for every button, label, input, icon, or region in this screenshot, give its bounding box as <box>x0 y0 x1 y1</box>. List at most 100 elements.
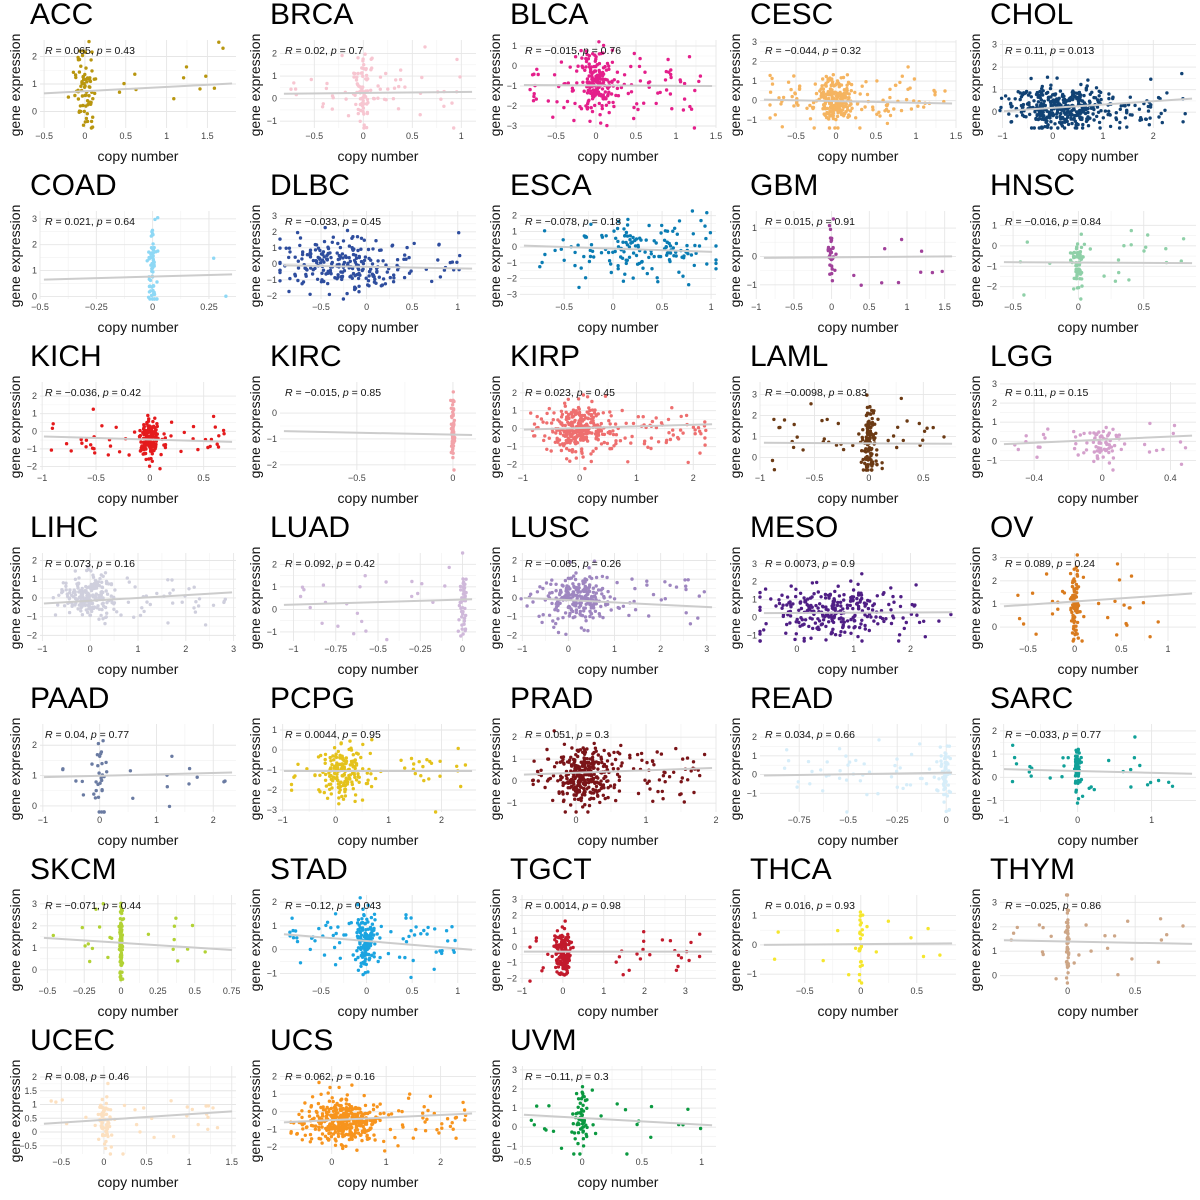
data-point <box>631 421 636 426</box>
data-point <box>1107 431 1111 435</box>
x-axis-label: copy number <box>577 490 659 506</box>
data-point <box>768 103 772 107</box>
data-point <box>1045 109 1049 114</box>
data-point <box>830 236 834 240</box>
data-point <box>839 112 844 117</box>
data-point <box>650 267 654 271</box>
points <box>289 738 468 814</box>
data-point <box>1058 103 1062 107</box>
data-point <box>463 763 468 767</box>
y-tick-label: −3 <box>267 805 277 815</box>
y-tick-label: 1 <box>512 41 517 51</box>
p-value: 0.15 <box>1067 387 1089 399</box>
x-tick-label: 2 <box>183 644 188 654</box>
data-point <box>146 429 150 433</box>
data-point <box>568 441 572 445</box>
data-point <box>543 785 547 790</box>
data-point <box>354 256 359 260</box>
data-point <box>293 255 297 259</box>
data-point <box>593 93 597 97</box>
data-point <box>574 450 578 454</box>
x-tick-label: 0.5 <box>917 473 930 483</box>
data-point <box>150 459 154 463</box>
data-point <box>335 277 339 281</box>
data-point <box>138 449 143 453</box>
facet-title: KIRP <box>510 340 581 373</box>
regression-line <box>763 611 953 615</box>
x-tick-label: 0 <box>1050 131 1055 141</box>
data-point <box>899 595 903 599</box>
data-point <box>86 610 90 615</box>
y-axis-label: gene expression <box>487 204 503 308</box>
data-point <box>332 771 337 776</box>
data-point <box>416 591 420 596</box>
data-point <box>529 592 533 596</box>
data-point <box>357 290 361 294</box>
data-point <box>921 438 925 442</box>
r-value: 0.089 <box>1024 558 1051 570</box>
data-point <box>827 111 831 116</box>
x-tick-label: 0.5 <box>630 131 643 141</box>
data-point <box>439 97 443 101</box>
y-tick-label: 0 <box>992 622 997 632</box>
data-point <box>829 83 833 88</box>
data-point <box>813 621 818 625</box>
data-point <box>943 89 947 93</box>
x-tick-label: −0.5 <box>312 302 330 312</box>
data-point <box>1118 107 1122 112</box>
data-point <box>336 257 340 262</box>
data-point <box>621 240 625 244</box>
data-point <box>293 273 297 277</box>
data-point <box>556 779 560 783</box>
data-point <box>324 272 328 276</box>
data-point <box>537 614 541 618</box>
data-point <box>1161 447 1165 452</box>
data-point <box>630 577 634 581</box>
data-point <box>362 62 366 67</box>
data-point <box>412 762 416 766</box>
data-point <box>1073 609 1078 613</box>
data-point <box>1020 106 1025 110</box>
data-point <box>352 71 356 75</box>
data-point <box>1049 83 1053 87</box>
data-point <box>76 584 80 588</box>
data-point <box>532 422 537 426</box>
data-point <box>576 64 580 68</box>
y-tick-label: 3 <box>272 211 277 221</box>
p-label: p <box>330 45 337 57</box>
data-point <box>586 88 590 93</box>
data-point <box>1073 255 1078 259</box>
regression-line <box>1003 434 1193 446</box>
data-point <box>536 779 540 783</box>
data-point <box>69 593 74 597</box>
data-point <box>326 252 330 256</box>
data-point <box>77 595 82 600</box>
data-point <box>1072 287 1076 291</box>
data-point <box>1111 95 1115 99</box>
data-point <box>561 584 565 588</box>
data-point <box>1016 447 1020 452</box>
y-tick-label: 1 <box>32 266 37 276</box>
data-point <box>155 424 159 429</box>
data-point <box>863 627 867 631</box>
data-point <box>1086 118 1090 122</box>
data-point <box>557 438 562 442</box>
data-point <box>880 466 884 471</box>
data-point <box>1074 582 1079 587</box>
data-point <box>1099 97 1103 102</box>
data-point <box>451 390 455 394</box>
data-point <box>1080 639 1084 643</box>
data-point <box>586 57 591 61</box>
data-point <box>908 86 912 90</box>
data-point <box>602 748 606 753</box>
x-tick-label: −0.5 <box>806 473 824 483</box>
scatter-plot: −1 −0.5 0 0.5 1 1.5−101 <box>747 211 956 312</box>
y-axis-label: gene expression <box>487 33 503 137</box>
data-point <box>672 770 676 774</box>
data-point <box>820 84 824 88</box>
data-point <box>450 448 455 452</box>
data-point <box>576 748 581 752</box>
data-point <box>1078 95 1082 99</box>
